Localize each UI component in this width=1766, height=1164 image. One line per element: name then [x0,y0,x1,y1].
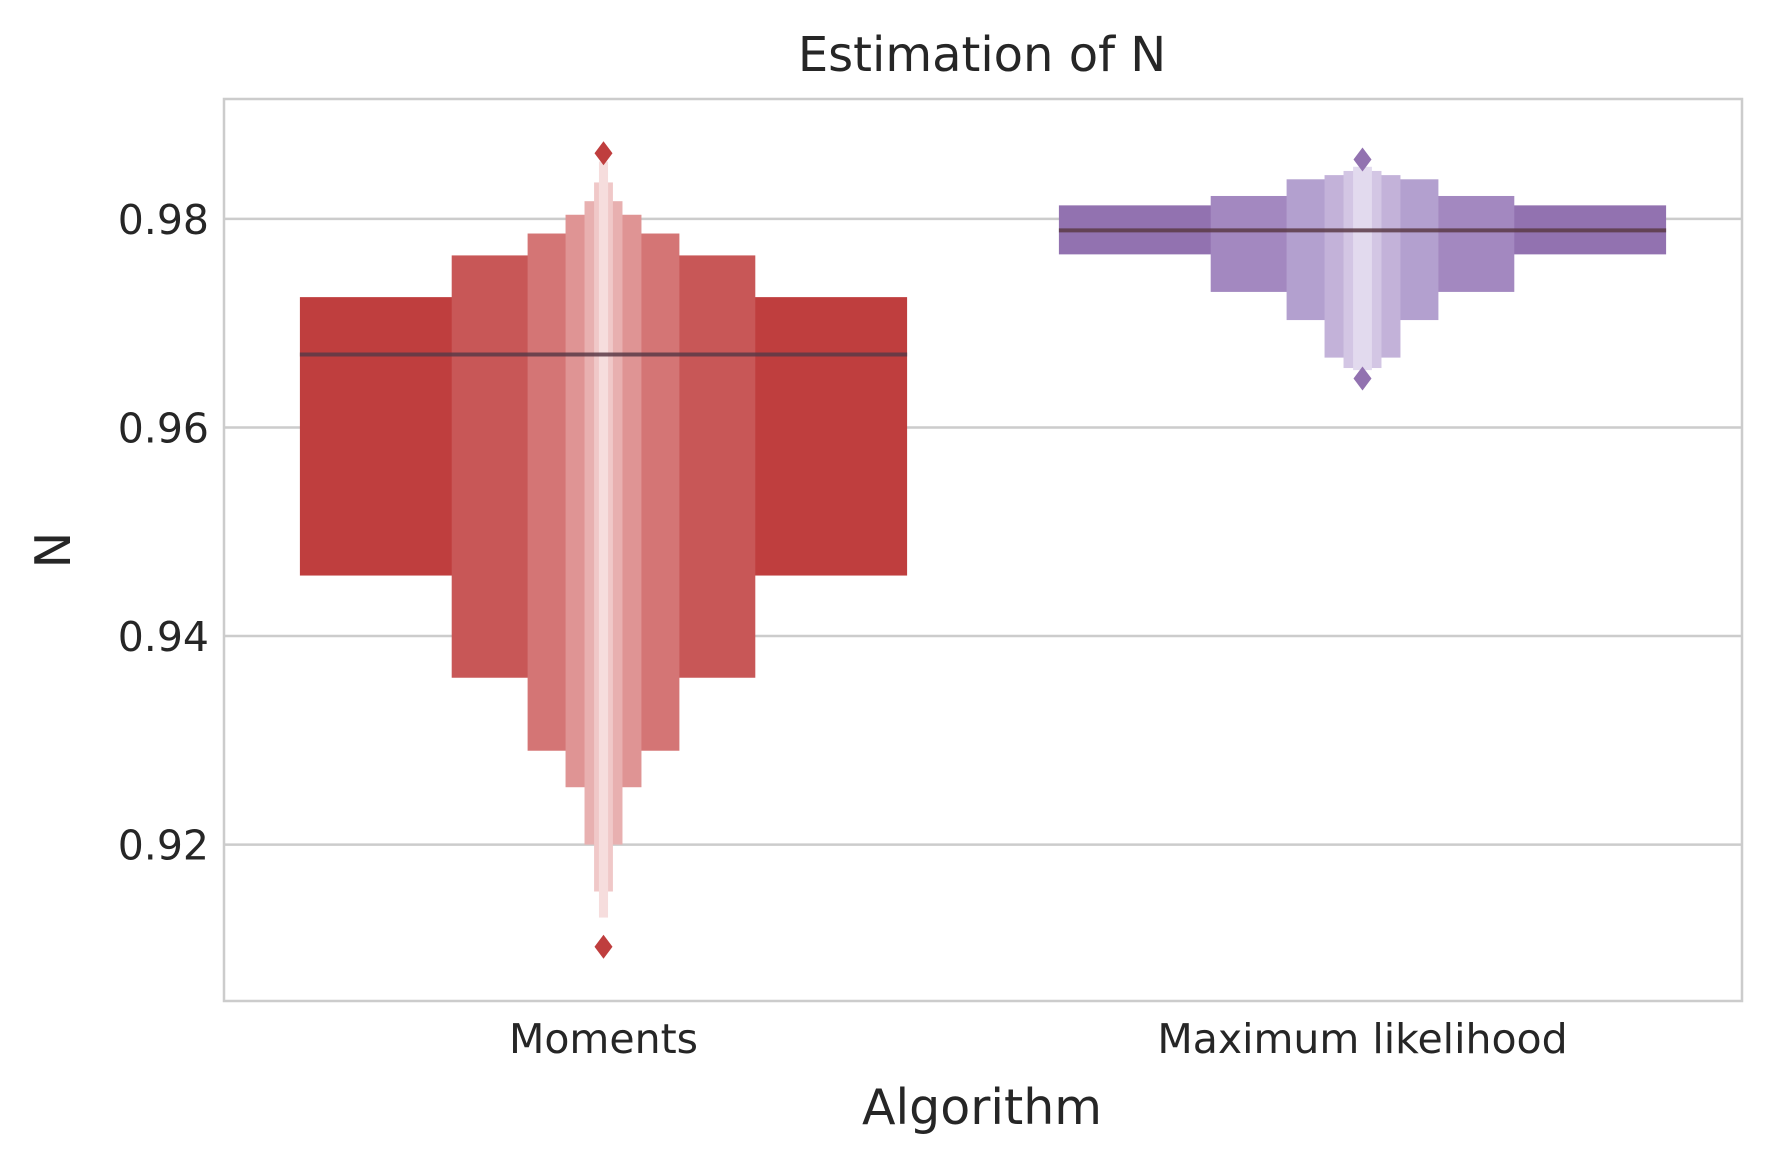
outlier-point [1353,147,1372,172]
boxen-group [1058,147,1667,391]
plot-frame [222,97,1744,1003]
y-axis-title: N [25,532,82,569]
y-tick-label: 0.96 [118,404,209,452]
y-tick-label: 0.98 [118,196,209,244]
x-tick-labels: Moments Maximum likelihood [509,1015,1568,1063]
boxen-box [1353,166,1372,371]
outlier-point [594,934,613,959]
boxen-groups [299,141,1667,959]
x-tick-label: Moments [509,1015,698,1063]
y-tick-label: 0.94 [118,613,209,661]
boxen-group [299,141,908,959]
chart-title: Estimation of N [798,27,1166,83]
boxen-box [598,161,609,918]
x-axis-title: Algorithm [862,1079,1102,1136]
y-tick-labels: 0.92 0.94 0.96 0.98 [118,196,209,870]
x-tick-label: Maximum likelihood [1157,1015,1567,1063]
y-tick-label: 0.92 [118,822,209,870]
outlier-point [1353,366,1372,391]
outlier-point [594,141,613,166]
